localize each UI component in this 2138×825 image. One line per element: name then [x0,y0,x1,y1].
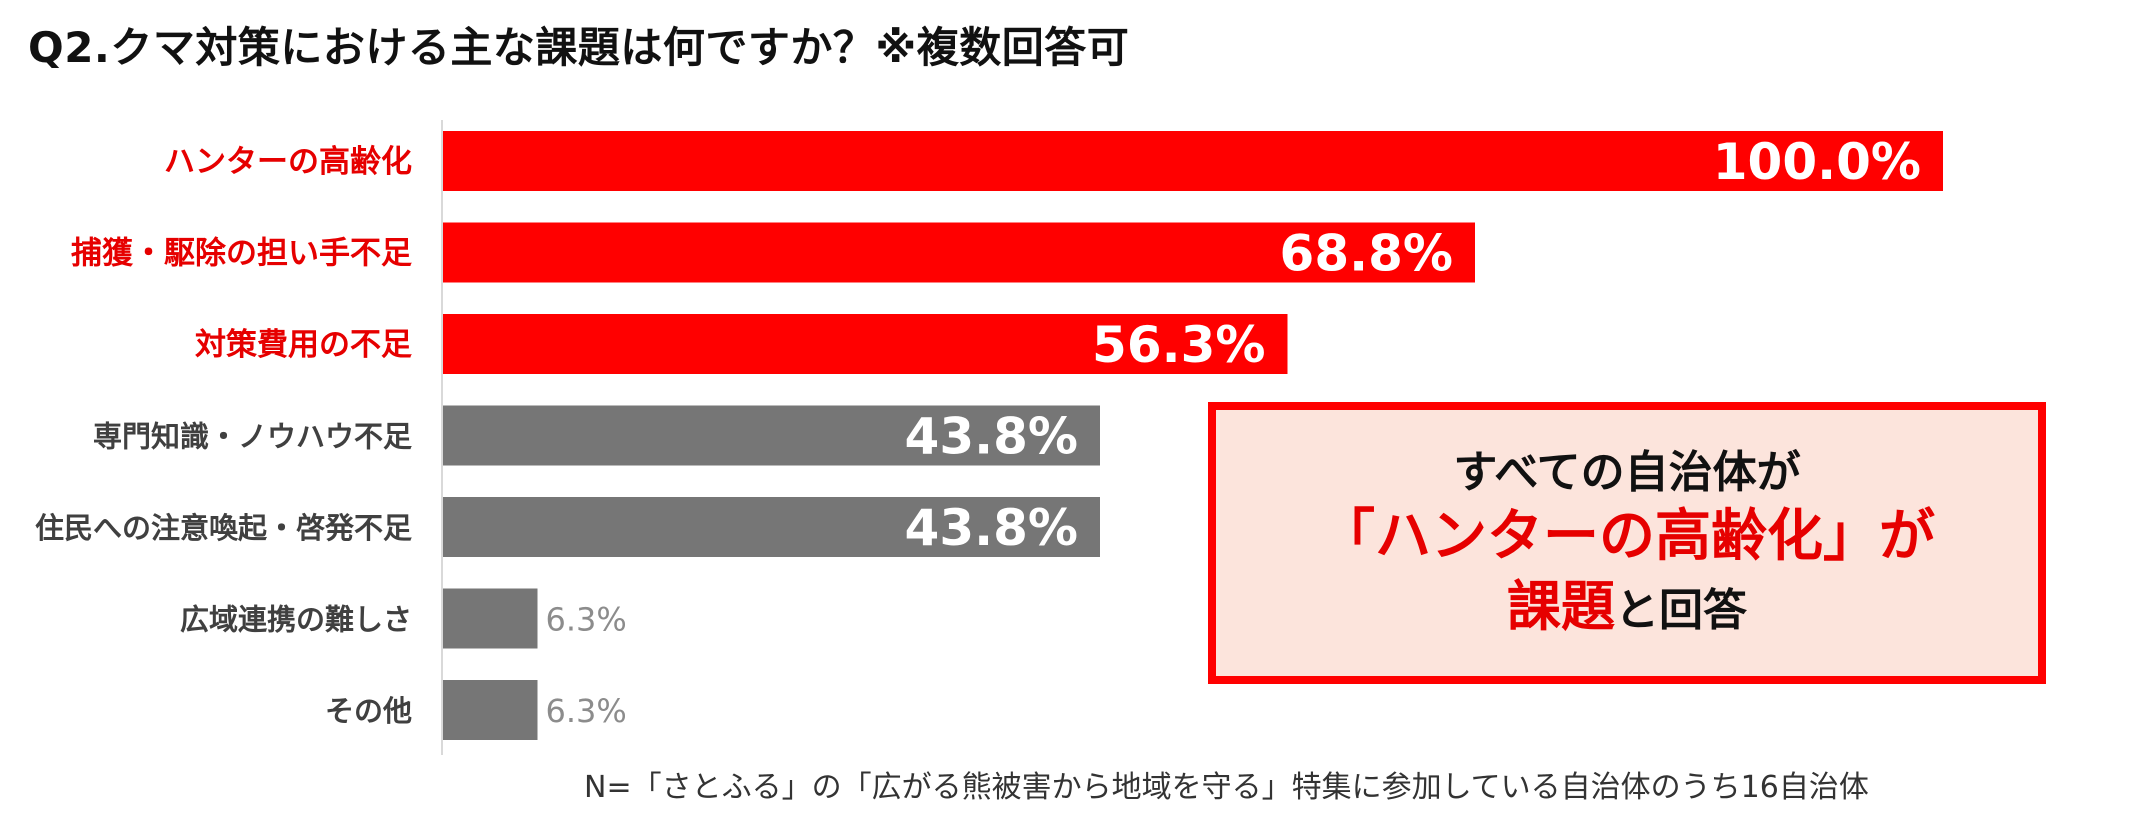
value-label-0: 100.0% [1713,133,1921,191]
callout-line3: 課題と回答 [1507,572,1747,642]
bar-2 [443,314,1288,374]
category-label-3: 専門知識・ノウハウ不足 [93,420,412,454]
value-label-2: 56.3% [1092,316,1265,374]
category-label-1: 捕獲・駆除の担い手不足 [71,236,412,272]
bar-1 [443,222,1475,283]
category-label-4: 住民への注意喚起・啓発不足 [35,511,412,545]
callout-line1: すべての自治体が [1453,447,1801,499]
callout-box: すべての自治体が 「ハンターの高齢化」が 課題と回答 [1208,402,2046,684]
value-label-5: 6.3% [546,601,627,639]
value-label-3: 43.8% [905,408,1078,466]
bar-5 [443,588,538,649]
value-label-1: 68.8% [1280,225,1453,283]
category-label-0: ハンターの高齢化 [164,144,412,180]
callout-line2: 「ハンターの高齢化」が [1319,503,1935,569]
category-label-2: 対策費用の不足 [195,327,412,363]
bar-6 [443,680,538,740]
value-label-6: 6.3% [546,692,627,730]
bar-chart: ハンターの高齢化 100.0% 捕獲・駆除の担い手不足 68.8% 対策費用の不足 56.… [35,120,1943,755]
callout-line3-highlight: 課題 [1507,574,1615,638]
bar-3 [443,405,1100,466]
footnote: N=「さとふる」の「広がる熊被害から地域を守る」特集に参加している自治体のうち1… [584,770,1869,805]
chart-title: Q2.クマ対策における主な課題は何ですか？※複数回答可 [28,23,1130,72]
category-label-6: その他 [325,694,412,728]
bar-4 [443,497,1100,557]
callout-line3-rest: と回答 [1615,584,1747,636]
bar-0 [443,131,1943,191]
value-label-4: 43.8% [905,499,1078,557]
category-label-5: 広域連携の難しさ [180,603,412,637]
